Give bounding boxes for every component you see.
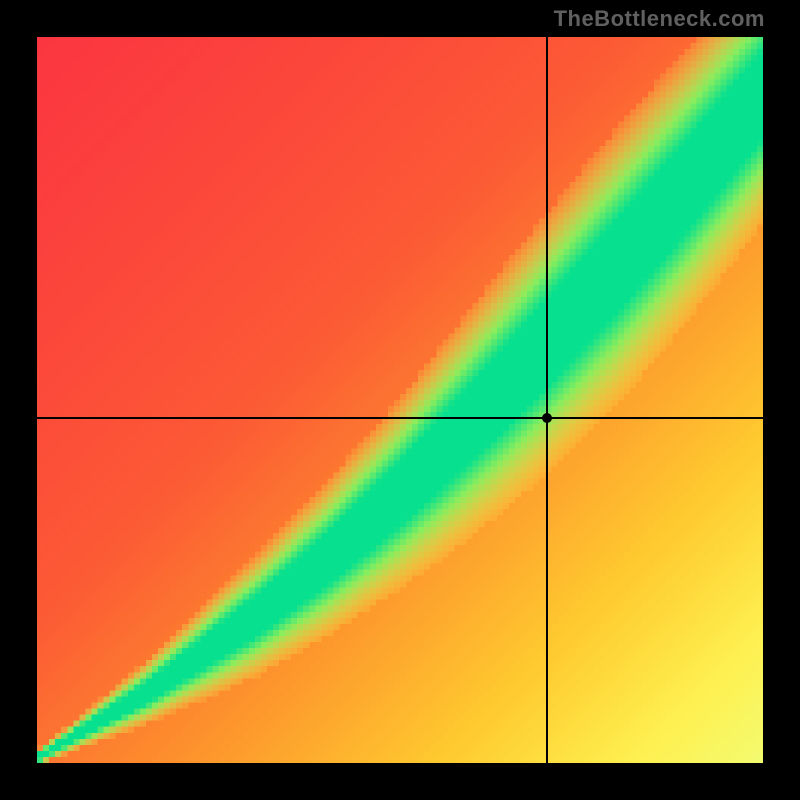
watermark-text: TheBottleneck.com xyxy=(554,6,765,32)
bottleneck-heatmap xyxy=(37,37,763,763)
crosshair-horizontal xyxy=(37,417,763,419)
crosshair-dot xyxy=(542,413,552,423)
crosshair-vertical xyxy=(546,37,548,763)
